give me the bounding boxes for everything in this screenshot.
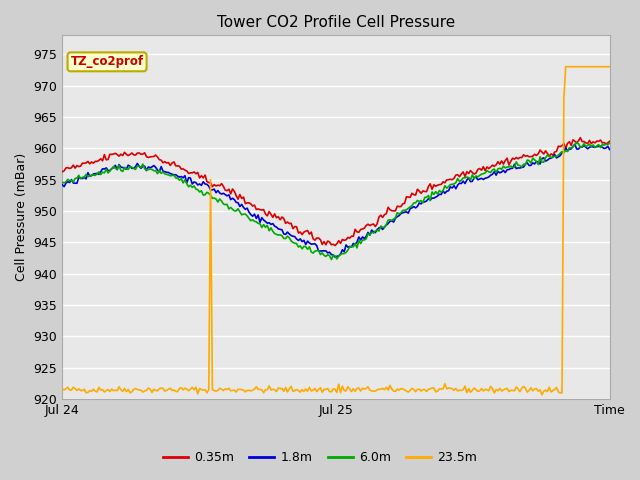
Legend: 0.35m, 1.8m, 6.0m, 23.5m: 0.35m, 1.8m, 6.0m, 23.5m [158, 446, 482, 469]
Y-axis label: Cell Pressure (mBar): Cell Pressure (mBar) [15, 153, 28, 281]
Text: TZ_co2prof: TZ_co2prof [70, 55, 143, 68]
Title: Tower CO2 Profile Cell Pressure: Tower CO2 Profile Cell Pressure [217, 15, 455, 30]
